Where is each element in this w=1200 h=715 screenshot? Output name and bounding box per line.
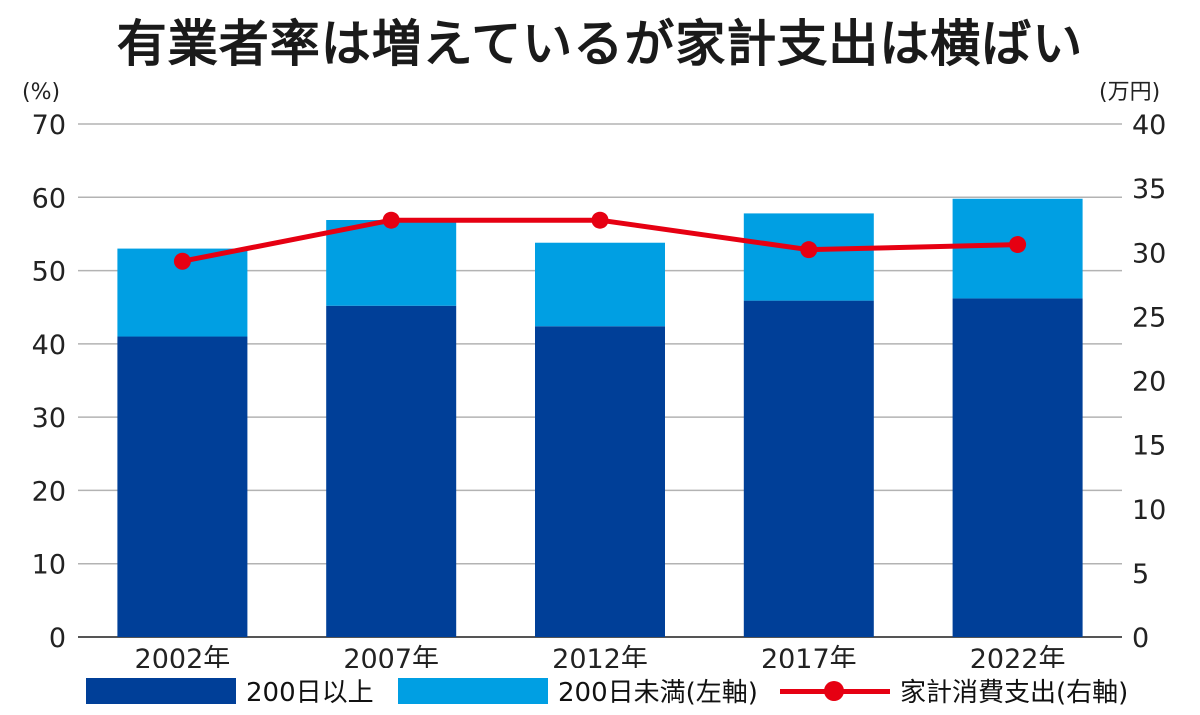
right-tick-label: 35 xyxy=(1132,174,1166,205)
x-tick-label: 2012年 xyxy=(552,644,648,668)
bar-200days-plus xyxy=(952,298,1083,637)
legend-label: 家計消費支出(右軸) xyxy=(900,678,1129,708)
spending-point xyxy=(173,252,191,270)
spending-point xyxy=(382,211,400,229)
left-tick-label: 40 xyxy=(32,330,66,361)
legend-label: 200日以上 xyxy=(246,678,374,708)
bar-200days-plus xyxy=(117,336,248,637)
left-tick-label: 50 xyxy=(32,257,66,288)
spending-point xyxy=(800,241,818,259)
right-tick-label: 10 xyxy=(1132,495,1166,526)
left-tick-label: 20 xyxy=(32,476,66,507)
bar-200days-plus xyxy=(535,326,665,637)
spending-point xyxy=(1009,236,1027,254)
bar-200days-plus xyxy=(326,305,457,637)
left-tick-label: 30 xyxy=(32,403,66,434)
left-tick-label: 10 xyxy=(32,550,66,581)
right-tick-label: 30 xyxy=(1132,238,1166,269)
chart-title: 有業者率は増えているが家計支出は横ばい xyxy=(116,15,1084,73)
legend: 200日以上 200日未満(左軸) 家計消費支出(右軸) xyxy=(0,668,1200,713)
bar-under-200days xyxy=(326,220,457,306)
bar-under-200days xyxy=(535,242,665,327)
left-tick-label: 70 xyxy=(32,110,66,141)
bar-200days-plus xyxy=(743,300,874,637)
spending-point xyxy=(591,211,609,229)
right-tick-label: 0 xyxy=(1132,623,1149,654)
legend-line-marker xyxy=(780,678,890,704)
legend-label: 200日未満(左軸) xyxy=(558,678,758,708)
legend-swatch-light-blue xyxy=(398,677,548,704)
spending-line xyxy=(173,211,1027,270)
bars xyxy=(117,198,1083,637)
legend-item-200days-plus: 200日以上 xyxy=(86,668,374,713)
legend-swatch-dark-blue xyxy=(86,677,236,704)
right-tick-label: 5 xyxy=(1132,559,1149,590)
legend-item-spending: 家計消費支出(右軸) xyxy=(780,668,1128,713)
right-tick-label: 40 xyxy=(1132,110,1166,141)
axes: 0 10 20 30 40 50 60 70 0 5 10 15 20 25 30 35 40 2002年 2007… xyxy=(32,110,1167,668)
left-tick-label: 60 xyxy=(32,183,66,214)
x-tick-label: 2002年 xyxy=(135,644,231,668)
right-tick-label: 25 xyxy=(1132,302,1166,333)
x-tick-label: 2017年 xyxy=(761,644,857,668)
x-tick-label: 2022年 xyxy=(970,644,1066,668)
x-tick-label: 2007年 xyxy=(343,644,439,668)
left-tick-label: 0 xyxy=(49,623,66,654)
right-tick-label: 15 xyxy=(1132,431,1166,462)
right-tick-label: 20 xyxy=(1132,367,1166,398)
legend-item-under-200days: 200日未満(左軸) xyxy=(398,668,758,713)
right-axis-unit: (万円) xyxy=(1099,80,1160,105)
chart-plot: 0 10 20 30 40 50 60 70 0 5 10 15 20 25 30 35 40 2002年 2007… xyxy=(22,80,1167,668)
left-axis-unit: (%) xyxy=(22,80,60,105)
